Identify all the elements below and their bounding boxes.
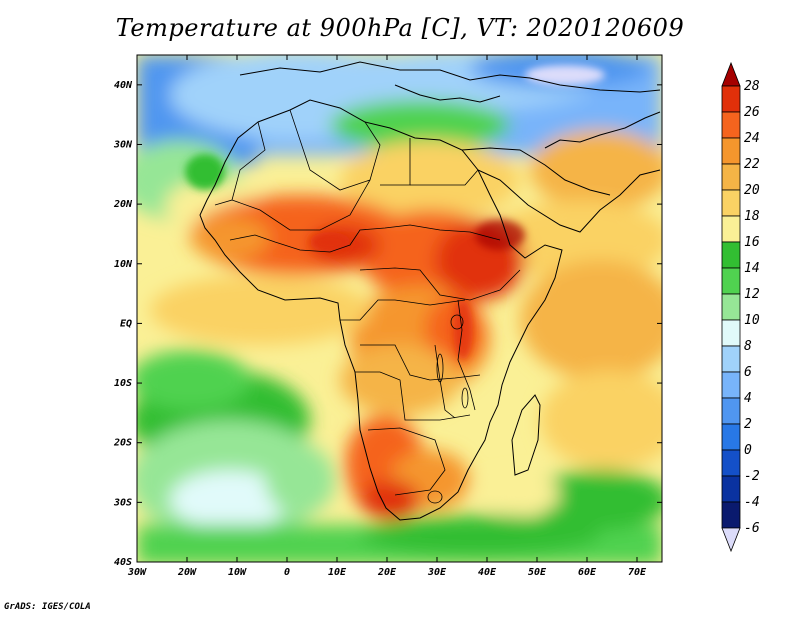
colorbar-label: 18 [744, 209, 760, 224]
colorbar-swatch [721, 189, 741, 217]
lat-tick-label: 40N [114, 80, 133, 91]
lat-tick-label: EQ [120, 318, 132, 329]
lon-tick-label: 60E [578, 567, 597, 578]
colorbar-swatch [721, 267, 741, 295]
colorbar-label: 2 [744, 417, 752, 432]
lon-tick-label: 10W [228, 567, 247, 578]
colorbar-label: 10 [744, 313, 760, 328]
lat-tick-label: 20N [113, 199, 133, 210]
colorbar-label: -4 [744, 495, 760, 510]
lon-tick-label: 10E [328, 567, 347, 578]
lon-tick-label: 50E [528, 567, 547, 578]
colorbar-label: 20 [744, 183, 760, 198]
colorbar-label: -2 [744, 469, 760, 484]
lon-tick-label: 30E [427, 567, 447, 578]
colorbar-swatch [721, 241, 741, 269]
footer-credit: GrADS: IGES/COLA [4, 602, 91, 612]
lon-tick-label: 0 [284, 567, 290, 578]
colorbar-label: 22 [744, 157, 760, 172]
colorbar-swatch [721, 371, 741, 399]
colorbar-label: 4 [744, 391, 752, 406]
colorbar-label: 28 [744, 79, 760, 94]
colorbar-swatch [721, 163, 741, 191]
lon-tick-label: 30W [127, 567, 147, 578]
colorbar-label: 24 [744, 131, 760, 146]
lat-tick-label: 10N [114, 259, 133, 270]
coastline-outline [199, 61, 661, 521]
colorbar-swatch [721, 215, 741, 243]
colorbar-swatch [721, 85, 741, 113]
colorbar-label: 16 [744, 235, 760, 250]
lakes [427, 314, 469, 504]
colorbar-label: 0 [744, 443, 752, 458]
colorbar-label: -6 [744, 521, 760, 536]
lon-tick-label: 20W [177, 567, 197, 578]
colorbar-swatch [721, 319, 741, 347]
chart-title: Temperature at 900hPa [C], VT: 202012060… [115, 14, 685, 42]
colorbar-swatch [721, 137, 741, 165]
colorbar-swatch [721, 345, 741, 373]
lat-tick-label: 20S [113, 438, 132, 449]
lat-tick-label: 30N [113, 139, 133, 150]
triangle-up-icon [721, 61, 741, 87]
colorbar-swatch [721, 449, 741, 477]
lat-tick-label: 10S [114, 378, 132, 389]
country-borders [214, 109, 521, 496]
colorbar-swatch [721, 475, 741, 503]
colorbar-label: 14 [744, 261, 760, 276]
latitude-tick-labels: 40N 30N 20N 10N EQ 10S 20S 30S 40S [113, 80, 662, 568]
colorbar-label: 8 [744, 339, 752, 354]
lat-tick-label: 40S [114, 557, 132, 568]
colorbar-label: 6 [744, 365, 752, 380]
lon-tick-label: 40E [478, 567, 497, 578]
map-frame [136, 54, 663, 563]
triangle-down-icon [721, 527, 741, 553]
longitude-tick-labels: 30W 20W 10W 0 10E 20E 30E 40E 50E 60E 70E [127, 55, 647, 578]
lat-tick-label: 30S [113, 497, 132, 508]
temperature-field [137, 55, 662, 562]
colorbar-swatch [721, 293, 741, 321]
colorbar-swatch [721, 397, 741, 425]
colorbar-label: 26 [744, 105, 760, 120]
colorbar-label: 12 [744, 287, 760, 302]
colorbar-swatch [721, 423, 741, 451]
colorbar-swatch [721, 501, 741, 529]
colorbar-swatch [721, 111, 741, 139]
lon-tick-label: 20E [377, 567, 397, 578]
lon-tick-label: 70E [628, 567, 647, 578]
